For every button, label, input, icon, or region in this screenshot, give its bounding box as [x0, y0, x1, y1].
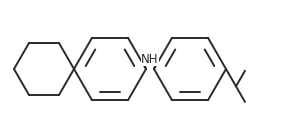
Text: NH: NH [141, 53, 159, 65]
